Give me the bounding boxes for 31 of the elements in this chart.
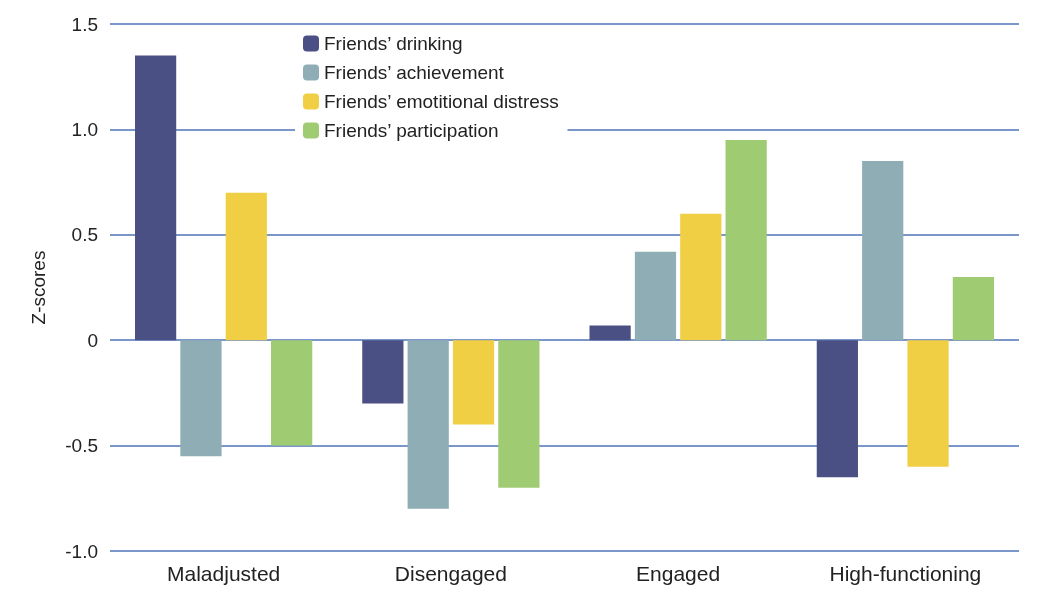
bar	[498, 340, 540, 488]
bar	[589, 325, 631, 341]
legend-label: Friends’ achievement	[324, 62, 505, 83]
bar	[862, 161, 904, 341]
y-tick-label: 0	[87, 329, 98, 351]
bar	[407, 340, 449, 509]
y-tick-label: 1.5	[71, 13, 98, 35]
bar	[907, 340, 949, 467]
bar	[452, 340, 495, 425]
legend-label: Friends’ emotitional distress	[324, 91, 559, 112]
x-tick-label: Disengaged	[394, 562, 507, 585]
y-tick-label: 1.0	[71, 118, 98, 140]
y-axis-title: Z-scores	[28, 250, 49, 325]
bar	[634, 251, 677, 341]
bar	[680, 213, 722, 341]
bar	[225, 192, 267, 341]
bar	[816, 340, 858, 478]
bar	[952, 276, 994, 341]
bar	[135, 55, 177, 341]
bar	[362, 340, 404, 404]
y-tick-label: -1.0	[65, 540, 98, 562]
bar	[271, 340, 313, 446]
x-tick-label: High-functioning	[829, 562, 982, 585]
legend-label: Friends’ drinking	[324, 33, 463, 54]
bar	[180, 340, 222, 457]
x-tick-label: Maladjusted	[167, 562, 281, 585]
y-tick-label: 0.5	[71, 224, 98, 246]
y-tick-label: -0.5	[65, 435, 98, 457]
x-tick-label: Engaged	[636, 562, 721, 585]
bar	[725, 139, 767, 341]
legend-label: Friends’ participation	[324, 120, 499, 141]
